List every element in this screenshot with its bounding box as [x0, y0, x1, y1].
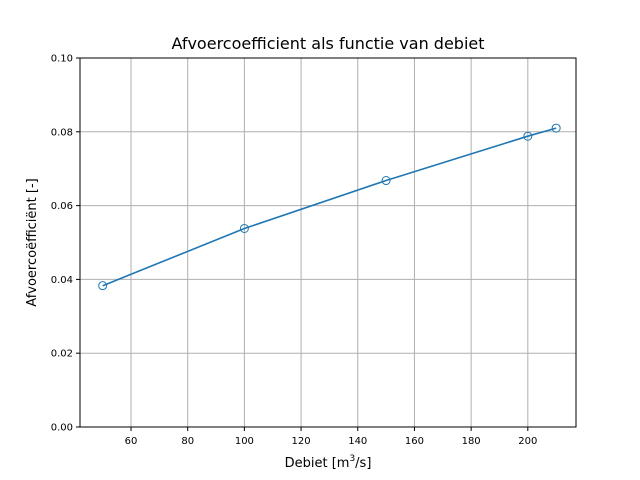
y-tick-label: 0.08: [51, 127, 73, 138]
x-axis-label: Debiet [m3/s]: [285, 454, 372, 471]
data-point-marker: [381, 176, 391, 186]
axis-ticks: 60 80 100 120 140 160 180 200 0.00 0.02 0.04 0.06 0.…: [51, 54, 538, 448]
y-tick-label: 0.04: [51, 275, 73, 286]
y-tick-label: 0.00: [51, 423, 73, 434]
x-tick-label: 80: [181, 436, 194, 447]
chart-title: Afvoercoefficient als functie van debiet: [171, 34, 484, 53]
x-axis-label-superscript: 3: [349, 454, 355, 464]
y-tick-label: 0.02: [51, 349, 73, 360]
data-point-marker: [523, 131, 533, 141]
x-axis-label-main: Debiet [m: [285, 456, 350, 471]
x-axis-label-tail: /s]: [355, 456, 371, 471]
series-line: [102, 127, 557, 287]
x-tick-label: 140: [348, 436, 367, 447]
y-tick-label: 0.06: [51, 201, 73, 212]
plot-frame: [79, 57, 577, 428]
x-tick-label: 200: [518, 436, 537, 447]
x-tick-label: 160: [405, 436, 424, 447]
y-axis-label: Afvoercoëfficiënt [-]: [25, 178, 40, 306]
x-tick-label: 120: [292, 436, 311, 447]
grid: [80, 57, 576, 428]
x-tick-label: 60: [125, 436, 138, 447]
data-point-marker: [551, 123, 561, 133]
plot-series: [98, 123, 561, 291]
data-point-marker: [239, 223, 249, 233]
x-tick-label: 100: [235, 436, 254, 447]
y-tick-label: 0.10: [51, 54, 73, 65]
data-point-marker: [98, 281, 108, 291]
x-tick-label: 180: [462, 436, 481, 447]
